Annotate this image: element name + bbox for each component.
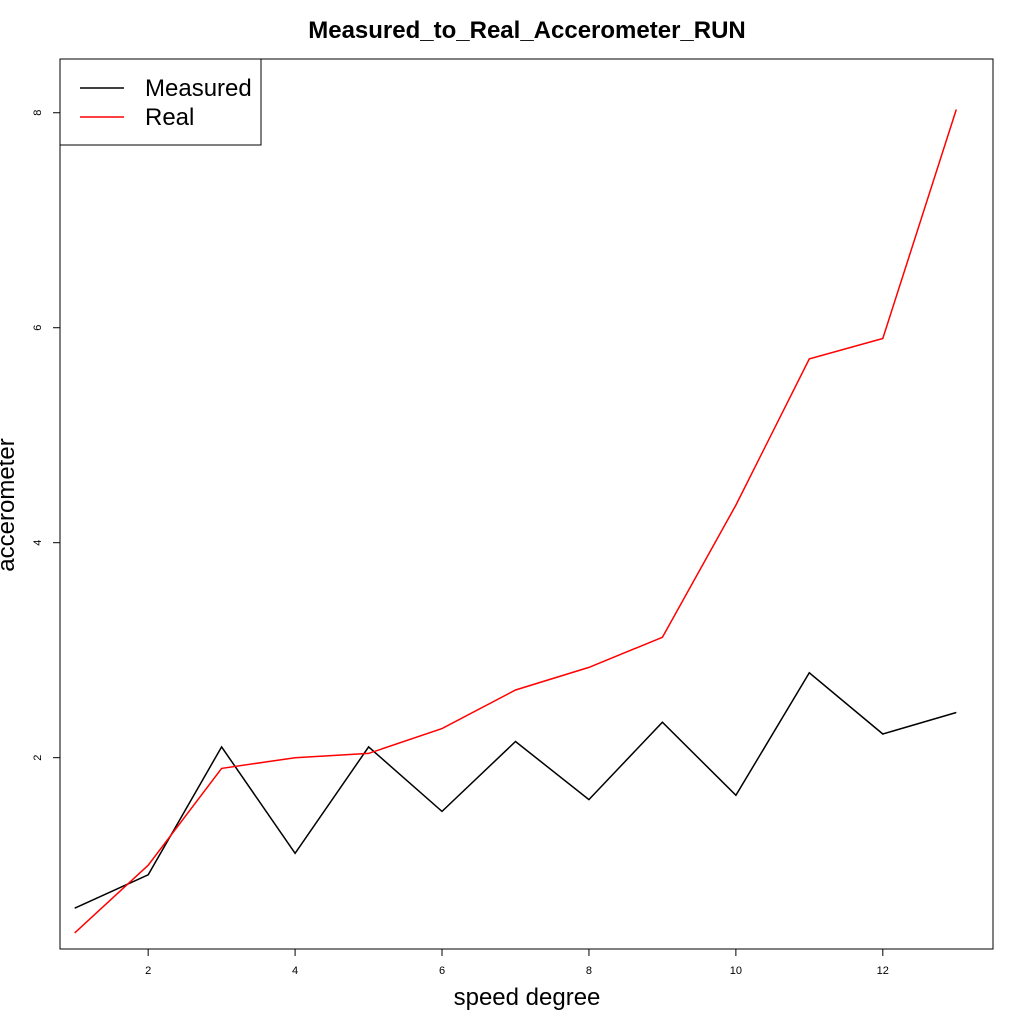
x-tick-label: 8 — [586, 965, 592, 977]
y-axis-label: accerometer — [0, 438, 20, 571]
x-tick-label: 6 — [439, 965, 445, 977]
x-axis-ticks: 2 4 6 8 10 12 — [145, 949, 889, 977]
plot-frame — [59, 58, 994, 950]
series-line-measured — [74, 671, 957, 909]
y-tick-label: 8 — [32, 110, 44, 116]
series-layer — [74, 109, 958, 934]
x-tick-label: 12 — [877, 965, 889, 977]
x-tick-label: 2 — [145, 965, 151, 977]
legend-label-real: Real — [145, 104, 194, 131]
y-axis-ticks: 2 4 6 8 — [32, 110, 60, 761]
y-tick-label: 4 — [32, 540, 44, 546]
legend-label-measured: Measured — [145, 75, 252, 102]
chart-title: Measured_to_Real_Accerometer_RUN — [308, 17, 746, 44]
y-tick-label: 2 — [32, 755, 44, 761]
x-tick-label: 10 — [730, 965, 742, 977]
series-line-real — [74, 109, 958, 934]
y-tick-label: 6 — [32, 325, 44, 331]
x-axis-label: speed degree — [454, 984, 601, 1011]
x-tick-label: 4 — [292, 965, 298, 977]
legend-box — [59, 58, 262, 146]
